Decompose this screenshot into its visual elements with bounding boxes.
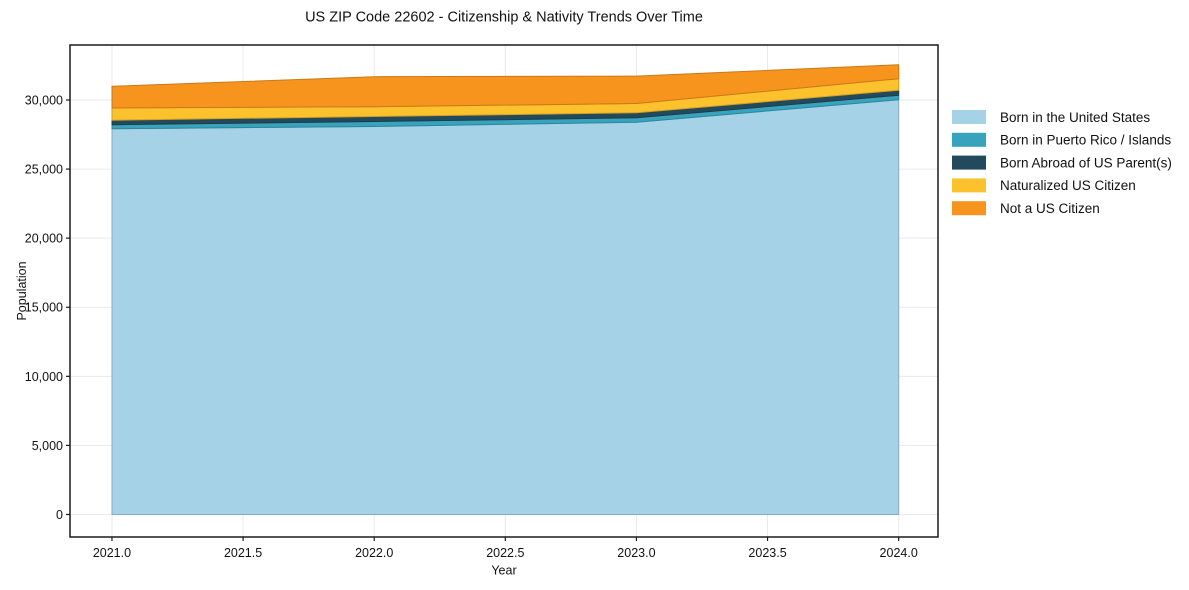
legend-item-born-in-puerto-rico-islands: Born in Puerto Rico / Islands (952, 133, 1171, 148)
x-tick-label: 2022.0 (355, 546, 393, 560)
legend-label-naturalized-us-citizen: Naturalized US Citizen (1000, 178, 1136, 193)
stacked-areas (111, 64, 900, 515)
legend-swatch-born-abroad-of-us-parent-s (952, 155, 986, 170)
x-tick-label: 2024.0 (880, 546, 918, 560)
y-tick-label: 5,000 (32, 439, 63, 453)
y-tick-label: 25,000 (25, 163, 63, 177)
legend-label-born-abroad-of-us-parent-s: Born Abroad of US Parent(s) (1000, 155, 1172, 170)
legend-swatch-naturalized-us-citizen (952, 178, 986, 193)
y-tick-label: 30,000 (25, 93, 63, 107)
x-tick-label: 2022.5 (486, 546, 524, 560)
legend-swatch-born-in-the-united-states (952, 110, 986, 124)
legend-item-not-a-us-citizen: Not a US Citizen (952, 201, 1100, 216)
x-tick-label: 2021.5 (224, 546, 262, 560)
x-tick-label: 2021.0 (93, 546, 131, 560)
legend-item-naturalized-us-citizen: Naturalized US Citizen (952, 178, 1136, 193)
y-tick-label: 20,000 (25, 232, 63, 246)
y-tick-label: 10,000 (25, 370, 63, 384)
legend-swatch-not-a-us-citizen (952, 201, 986, 216)
plot-border (69, 44, 939, 538)
chart-title: US ZIP Code 22602 - Citizenship & Nativi… (305, 10, 703, 26)
x-tick-label: 2023.5 (748, 546, 786, 560)
y-tick-label: 0 (56, 508, 63, 522)
legend-label-not-a-us-citizen: Not a US Citizen (1000, 201, 1100, 216)
legend-item-born-abroad-of-us-parent-s: Born Abroad of US Parent(s) (952, 155, 1172, 170)
legend-swatch-born-in-puerto-rico-islands (952, 132, 986, 147)
area-not-a-us-citizen (111, 64, 900, 109)
x-axis-label: Year (491, 564, 516, 578)
y-axis-label: Population (15, 261, 29, 320)
legend-item-born-in-the-united-states: Born in the United States (952, 110, 1150, 125)
legend: Born in the United States Born in Puerto … (952, 110, 1172, 216)
area-born-in-the-united-states (111, 99, 900, 515)
axis-ticks: 2021.0 2021.5 2022.0 2022.5 2023.0 2023.5 2024… (25, 93, 918, 560)
x-tick-label: 2023.0 (617, 546, 655, 560)
y-tick-label: 15,000 (25, 301, 63, 315)
legend-label-born-in-the-united-states: Born in the United States (1000, 110, 1150, 125)
legend-label-born-in-puerto-rico-islands: Born in Puerto Rico / Islands (1000, 133, 1171, 148)
